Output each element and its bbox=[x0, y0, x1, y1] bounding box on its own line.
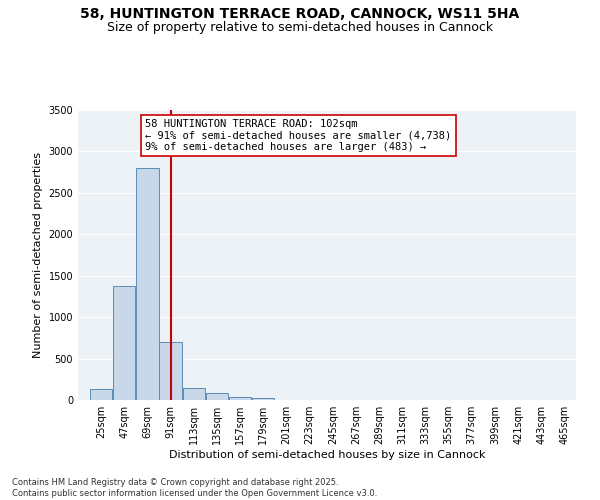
Text: Size of property relative to semi-detached houses in Cannock: Size of property relative to semi-detach… bbox=[107, 21, 493, 34]
Bar bbox=[136, 168, 158, 400]
Bar bbox=[206, 394, 228, 400]
Y-axis label: Number of semi-detached properties: Number of semi-detached properties bbox=[33, 152, 43, 358]
X-axis label: Distribution of semi-detached houses by size in Cannock: Distribution of semi-detached houses by … bbox=[169, 450, 485, 460]
Bar bbox=[252, 398, 274, 400]
Bar bbox=[229, 396, 251, 400]
Bar bbox=[113, 286, 136, 400]
Text: 58, HUNTINGTON TERRACE ROAD, CANNOCK, WS11 5HA: 58, HUNTINGTON TERRACE ROAD, CANNOCK, WS… bbox=[80, 8, 520, 22]
Text: 58 HUNTINGTON TERRACE ROAD: 102sqm
← 91% of semi-detached houses are smaller (4,: 58 HUNTINGTON TERRACE ROAD: 102sqm ← 91%… bbox=[145, 118, 451, 152]
Bar bbox=[182, 388, 205, 400]
Text: Contains HM Land Registry data © Crown copyright and database right 2025.
Contai: Contains HM Land Registry data © Crown c… bbox=[12, 478, 377, 498]
Bar bbox=[160, 342, 182, 400]
Bar bbox=[90, 389, 112, 400]
